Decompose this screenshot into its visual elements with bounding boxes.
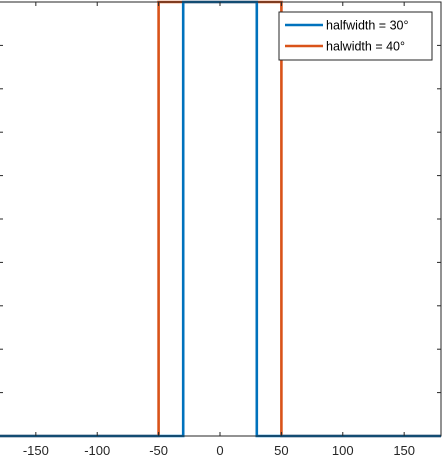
legend-label-1: halfwidth = 30° xyxy=(326,19,408,33)
legend-box xyxy=(278,11,433,61)
x-tick-label: -50 xyxy=(149,443,168,458)
x-tick-label: 100 xyxy=(332,443,354,458)
x-tick-label: -100 xyxy=(84,443,110,458)
x-tick-label: 0 xyxy=(216,443,223,458)
x-tick-label: 50 xyxy=(274,443,288,458)
x-tick-label: -150 xyxy=(23,443,49,458)
legend-label-2: halwidth = 40° xyxy=(326,40,405,54)
legend-items: halfwidth = 30° halwidth = 40° xyxy=(285,19,408,54)
x-tick-label: 150 xyxy=(393,443,415,458)
legend: halfwidth = 30° halwidth = 40° xyxy=(278,11,433,61)
